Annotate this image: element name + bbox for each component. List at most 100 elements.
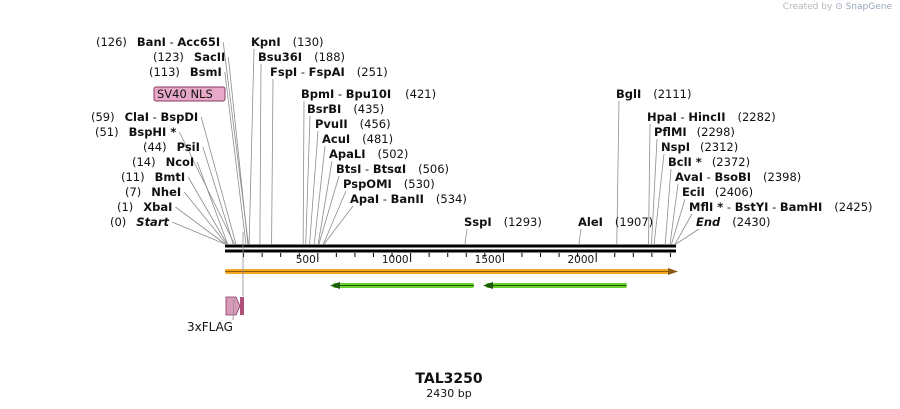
site-label-acui[interactable]: AcuI (481) bbox=[322, 132, 393, 146]
site-text-part: (14) bbox=[132, 155, 156, 169]
site-text-part: BclI * bbox=[668, 155, 702, 169]
site-text-part: - bbox=[297, 65, 308, 79]
site-label-bcli[interactable]: BclI * (2372) bbox=[668, 155, 750, 169]
site-text-part: - bbox=[723, 200, 734, 214]
site-text-part: Start bbox=[136, 215, 169, 229]
site-text-part: BsmI bbox=[190, 65, 222, 79]
site-text-part: (481) bbox=[362, 132, 393, 146]
site-label-apali[interactable]: ApaLI (502) bbox=[329, 147, 408, 161]
site-text-part: - bbox=[379, 192, 390, 206]
site-label-pflmi[interactable]: PflMI (2298) bbox=[654, 125, 735, 139]
site-text-part: (1293) bbox=[504, 215, 542, 229]
site-label-btsi[interactable]: BtsI - BtsαI (506) bbox=[336, 162, 449, 176]
site-label-fspi[interactable]: FspI - FspAI (251) bbox=[270, 65, 388, 79]
site-label-nspi[interactable]: NspI (2312) bbox=[661, 140, 738, 154]
site-label-bpmi[interactable]: BpmI - Bpu10I (421) bbox=[301, 87, 436, 101]
site-text-part: FspI bbox=[270, 65, 297, 79]
site-text-part: NspI bbox=[661, 140, 690, 154]
credit-prefix: Created by bbox=[782, 2, 833, 12]
green-feature-1[interactable] bbox=[330, 282, 474, 289]
axis-tick-label: 500 bbox=[296, 254, 316, 266]
site-text-part: (44) bbox=[143, 140, 167, 154]
site-text-part: - bbox=[703, 170, 714, 184]
site-label-alei[interactable]: AleI (1907) bbox=[578, 215, 653, 229]
site-label-kpni[interactable]: KpnI (130) bbox=[251, 35, 324, 49]
site-text-part: (2372) bbox=[712, 155, 750, 169]
site-leader bbox=[259, 63, 262, 245]
site-leader bbox=[322, 190, 347, 245]
orange-feature-arrowhead bbox=[668, 268, 678, 275]
site-leader bbox=[183, 191, 227, 245]
green-feature-2-arrowhead bbox=[483, 282, 493, 289]
site-text-part: (2282) bbox=[737, 110, 775, 124]
site-text-part: (435) bbox=[353, 102, 384, 116]
site-text-part: HpaI bbox=[647, 110, 677, 124]
site-leader bbox=[674, 213, 693, 245]
sv40-nls-box[interactable] bbox=[153, 86, 226, 102]
site-text-part: (534) bbox=[436, 192, 467, 206]
site-text-part: - bbox=[166, 35, 177, 49]
plasmid-length: 2430 bp bbox=[426, 387, 471, 400]
site-leader bbox=[175, 206, 226, 245]
site-label-hpai[interactable]: HpaI - HincII (2282) bbox=[647, 110, 776, 124]
site-leader bbox=[309, 130, 319, 245]
site-label-ecii[interactable]: EciI (2406) bbox=[682, 185, 753, 199]
site-text-part: (2312) bbox=[700, 140, 738, 154]
site-text-part: BsoBI bbox=[714, 170, 751, 184]
site-text-part: XbaI bbox=[143, 200, 172, 214]
site-text-part: End bbox=[696, 215, 721, 229]
site-label-bmti[interactable]: (11) BmtI bbox=[121, 170, 185, 184]
site-text-part: BamHI bbox=[780, 200, 822, 214]
site-label-bani[interactable]: (126) BanI - Acc65I bbox=[96, 35, 220, 49]
site-text-part: ClaI bbox=[125, 110, 149, 124]
site-label-bsphi[interactable]: (51) BspHI * bbox=[95, 125, 176, 139]
site-label-start[interactable]: (0) Start bbox=[110, 215, 170, 229]
site-label-psii[interactable]: (44) PsiI bbox=[143, 140, 200, 154]
flag-feature-arrow[interactable] bbox=[225, 296, 241, 316]
site-text-part: PvuII bbox=[315, 117, 348, 131]
site-label-nhei[interactable]: (7) NheI bbox=[125, 185, 181, 199]
sv40-feature-block[interactable] bbox=[240, 297, 244, 315]
orange-feature[interactable] bbox=[225, 268, 678, 275]
site-label-apai[interactable]: ApaI - BanII (534) bbox=[350, 192, 467, 206]
site-label-ncoi[interactable]: (14) NcoI bbox=[132, 155, 194, 169]
site-leader bbox=[227, 56, 249, 245]
site-leader bbox=[200, 116, 237, 245]
site-label-pspomi[interactable]: PspOMI (530) bbox=[343, 177, 435, 191]
site-text-part: BanI bbox=[137, 35, 166, 49]
green-feature-1-arrowhead bbox=[330, 282, 340, 289]
site-leader bbox=[578, 228, 582, 245]
plasmid-title: TAL3250 bbox=[415, 371, 482, 387]
site-text-part: BpmI bbox=[301, 87, 334, 101]
site-label-bsmi[interactable]: (113) BsmI bbox=[149, 65, 222, 79]
site-text-part: (421) bbox=[405, 87, 436, 101]
site-leader bbox=[317, 160, 333, 245]
site-label-bsrbi[interactable]: BsrBI (435) bbox=[307, 102, 384, 116]
site-label-avai[interactable]: AvaI - BsoBI (2398) bbox=[675, 170, 801, 184]
site-label-mfli[interactable]: MflI * - BstYI - BamHI (2425) bbox=[689, 200, 873, 214]
site-leader bbox=[616, 100, 620, 245]
site-label-pvuii[interactable]: PvuII (456) bbox=[315, 117, 391, 131]
site-label-end[interactable]: End (2430) bbox=[696, 215, 771, 229]
site-text-part: (113) bbox=[149, 65, 180, 79]
sv40-nls-badge[interactable]: SV40 NLS bbox=[153, 86, 226, 102]
site-text-part: (2298) bbox=[697, 125, 735, 139]
site-text-part: PspOMI bbox=[343, 177, 392, 191]
site-label-sspi[interactable]: SspI (1293) bbox=[464, 215, 542, 229]
site-text-part: (51) bbox=[95, 125, 119, 139]
site-text-part: BanII bbox=[391, 192, 424, 206]
flag-feature[interactable]: 3xFLAG bbox=[187, 232, 244, 334]
site-label-bsu36i[interactable]: Bsu36I (188) bbox=[258, 50, 345, 64]
site-label-bgli[interactable]: BglI (2111) bbox=[616, 87, 691, 101]
site-label-clai[interactable]: (59) ClaI - BspDI bbox=[91, 110, 198, 124]
site-text-part: BstYI bbox=[735, 200, 769, 214]
site-label-sacii[interactable]: (123) SacII bbox=[153, 50, 225, 64]
site-text-part: BsrBI bbox=[307, 102, 341, 116]
site-leader bbox=[648, 123, 651, 245]
site-text-part: SacII bbox=[194, 50, 225, 64]
green-feature-2[interactable] bbox=[483, 282, 627, 289]
site-label-xbai[interactable]: (1) XbaI bbox=[117, 200, 172, 214]
site-text-part: (59) bbox=[91, 110, 115, 124]
site-leader bbox=[318, 175, 340, 245]
